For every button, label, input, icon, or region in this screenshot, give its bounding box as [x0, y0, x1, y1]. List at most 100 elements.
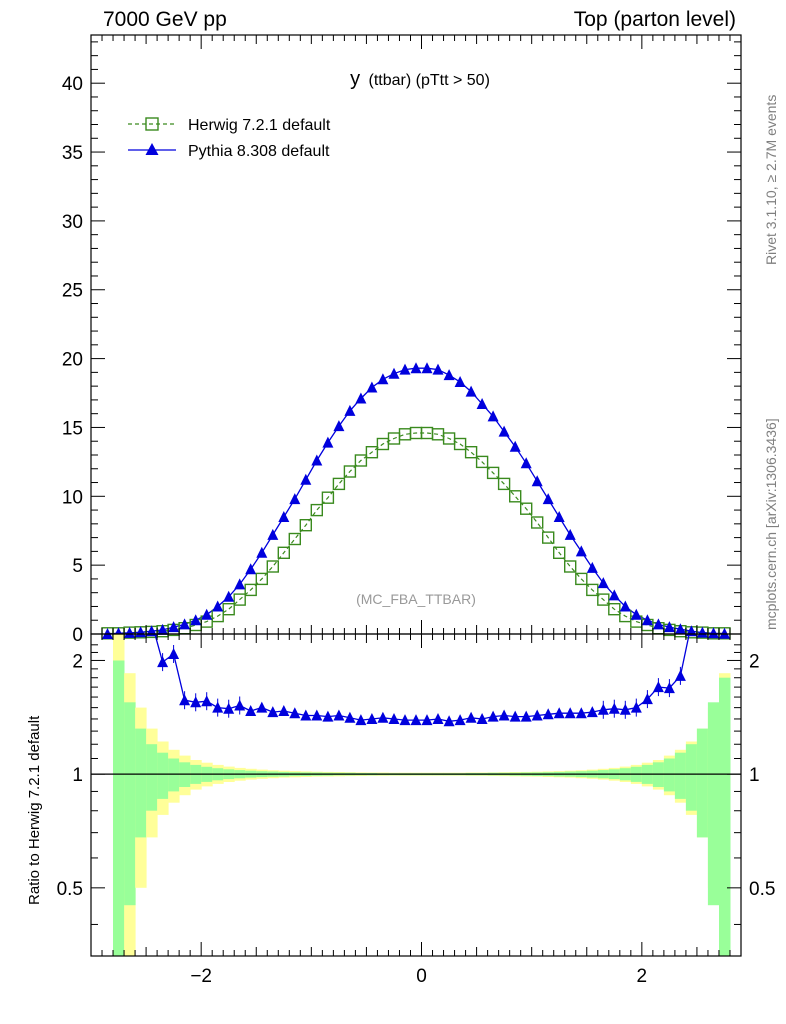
pythia-point — [476, 398, 488, 409]
uncertainty-band-inner — [685, 744, 698, 811]
ratio-point — [355, 714, 367, 726]
pythia-point — [719, 627, 730, 639]
pythia-point — [575, 545, 587, 557]
ratio-y-tick-label-right: 2 — [749, 651, 760, 672]
pythia-point — [388, 367, 400, 379]
energy-label: 7000 GeV pp — [103, 8, 227, 31]
x-tick-label: −2 — [190, 966, 212, 987]
process-label: Top (parton level) — [573, 8, 736, 31]
herwig-point — [244, 583, 257, 597]
legend-herwig-label: Herwig 7.2.1 default — [188, 117, 331, 134]
pythia-point — [300, 473, 312, 485]
herwig-point — [354, 454, 368, 467]
herwig-point — [608, 603, 621, 616]
ratio-point — [575, 707, 587, 719]
ratio-point — [245, 705, 257, 716]
herwig-point — [277, 546, 290, 559]
legend-pythia-marker — [145, 143, 159, 155]
pythia-point — [399, 363, 411, 375]
main-panel — [101, 362, 731, 640]
herwig-point — [365, 446, 379, 459]
pythia-point — [531, 475, 543, 487]
herwig-line — [107, 432, 725, 634]
herwig-point — [255, 572, 268, 586]
pythia-point — [509, 440, 521, 452]
ratio-point — [542, 708, 554, 720]
ratio-point — [212, 701, 224, 713]
ratio-point — [289, 707, 301, 719]
ratio-point — [278, 705, 290, 716]
x-tick-label: 2 — [637, 966, 648, 987]
pythia-point — [212, 600, 224, 612]
main-y-tick-label: 20 — [62, 350, 83, 371]
pythia-point — [641, 614, 653, 626]
herwig-point — [310, 503, 323, 517]
ratio-point — [531, 709, 543, 721]
pythia-point — [708, 627, 719, 639]
pythia-point — [234, 578, 246, 590]
ratio-point — [190, 696, 202, 708]
ratio-point — [608, 702, 620, 714]
ratio-point — [553, 707, 565, 719]
pythia-point — [696, 626, 708, 638]
ratio-point — [421, 714, 433, 726]
pythia-point — [289, 493, 301, 505]
herwig-point — [222, 603, 235, 616]
pythia-point — [333, 420, 345, 432]
ratio-point — [630, 701, 642, 713]
x-tick-label: 0 — [416, 966, 427, 987]
plot-title-sub: (ttbar) (pTtt > 50) — [369, 72, 490, 89]
pythia-point — [267, 528, 279, 540]
plot-title: y (ttbar) (pTtt > 50) — [350, 68, 490, 90]
ratio-point — [201, 695, 213, 707]
pythia-point — [377, 373, 389, 385]
ratio-point — [586, 706, 598, 718]
herwig-point — [520, 502, 533, 515]
ratio-point — [366, 713, 378, 724]
ratio-point — [663, 682, 675, 694]
legend-pythia-label: Pythia 8.308 default — [188, 143, 330, 160]
ratio-point — [410, 714, 422, 726]
uncertainty-band-inner — [663, 758, 676, 792]
main-y-tick-label: 0 — [72, 625, 83, 646]
ratio-point — [377, 711, 389, 723]
ratio-point — [619, 703, 631, 715]
main-y-tick-label: 35 — [62, 143, 83, 164]
herwig-point — [597, 593, 610, 606]
uncertainty-band-inner — [719, 677, 731, 956]
uncertainty-band-inner — [113, 660, 125, 956]
ratio-y-tick-label-right: 0.5 — [749, 879, 775, 900]
pythia-point — [355, 392, 367, 404]
ratio-point — [322, 710, 334, 722]
pythia-point — [223, 590, 235, 602]
ratio-y-tick-label: 1 — [72, 765, 83, 786]
uncertainty-band-inner — [157, 752, 169, 799]
herwig-point — [266, 560, 279, 573]
legend-herwig-marker — [145, 117, 159, 131]
pythia-point — [366, 381, 378, 393]
ratio-point — [234, 699, 246, 711]
ratio-point — [487, 710, 499, 722]
herwig-point — [453, 437, 467, 451]
pythia-point — [564, 528, 576, 540]
herwig-point — [553, 546, 566, 559]
ratio-point — [223, 702, 235, 714]
ratio-point — [454, 714, 466, 726]
pythia-point — [344, 404, 356, 416]
pythia-point — [443, 369, 455, 381]
legend: Herwig 7.2.1 default Pythia 8.308 defaul… — [128, 117, 331, 160]
ratio-panel — [91, 633, 741, 956]
pythia-point — [542, 493, 554, 505]
ratio-point — [300, 709, 312, 721]
ratio-point — [476, 713, 488, 724]
herwig-point — [233, 593, 246, 606]
pythia-point — [454, 376, 466, 387]
uncertainty-band-inner — [146, 744, 158, 811]
pythia-point — [663, 621, 675, 633]
pythia-point — [520, 457, 532, 469]
ratio-point — [267, 706, 279, 718]
plot-title-main: y — [350, 68, 360, 90]
ratio-point — [399, 714, 411, 726]
pythia-point — [553, 511, 565, 522]
pythia-point — [256, 546, 268, 558]
